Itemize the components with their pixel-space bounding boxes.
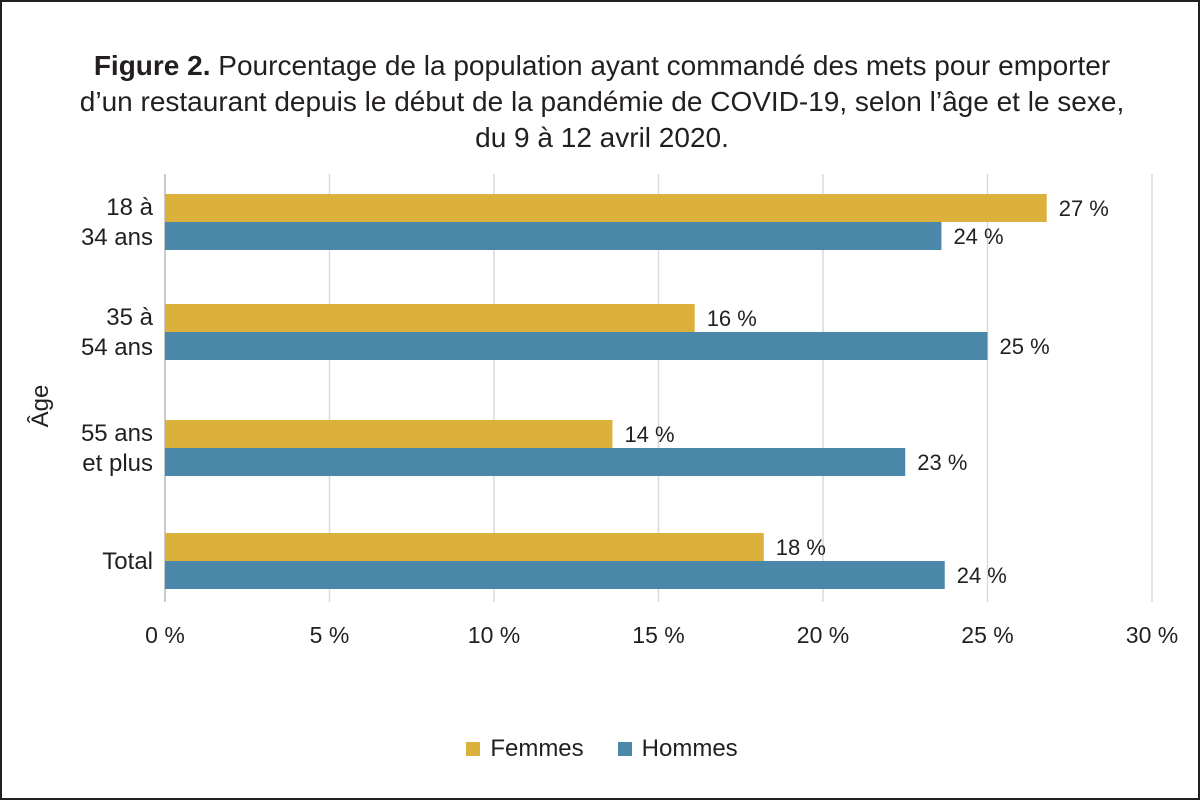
y-category-label: et plus <box>82 450 153 477</box>
bar-hommes <box>165 332 988 360</box>
x-tick-label: 20 % <box>797 622 849 648</box>
y-category-label: 35 à <box>106 304 153 331</box>
title-line-3: du 9 à 12 avril 2020. <box>475 122 729 153</box>
y-axis-title: Âge <box>27 385 54 428</box>
bar-hommes <box>165 222 942 250</box>
title-figure-number: Figure 2. <box>93 50 211 81</box>
legend-item-hommes: Hommes <box>617 735 738 763</box>
y-category-label: 55 ans <box>81 420 153 447</box>
title-line-1: Pourcentage de la population ayant comma… <box>218 50 1111 81</box>
bar-femmes <box>165 420 613 448</box>
data-label: 18 % <box>776 535 826 560</box>
x-tick-label: 0 % <box>145 622 185 648</box>
legend-swatch-hommes <box>617 742 632 756</box>
data-label: 16 % <box>707 306 757 331</box>
bar-hommes <box>165 561 945 589</box>
legend-label-femmes: Femmes <box>490 735 584 762</box>
y-category-label: Total <box>102 548 153 575</box>
data-label: 25 % <box>1000 334 1050 359</box>
data-label: 14 % <box>624 422 674 447</box>
bar-femmes <box>165 304 695 332</box>
y-category-label: 34 ans <box>81 224 153 251</box>
x-tick-label: 5 % <box>310 622 350 648</box>
bar-layer <box>165 194 1047 589</box>
label-layer: 0 % 5 % 10 % 15 % 20 % 25 % 30 % 18 à 34 ans 35 à… <box>81 194 1178 648</box>
data-label: 27 % <box>1059 196 1109 221</box>
x-tick-label: 25 % <box>961 622 1013 648</box>
bar-femmes <box>165 533 764 561</box>
y-category-label: 18 à <box>106 194 153 221</box>
legend-swatch-femmes <box>466 742 481 756</box>
chart-title: Figure 2. Pourcentage de la population a… <box>22 48 1182 156</box>
y-category-label: 54 ans <box>81 334 153 361</box>
x-tick-label: 15 % <box>632 622 684 648</box>
x-tick-label: 10 % <box>468 622 520 648</box>
title-line-2: d’un restaurant depuis le début de la pa… <box>79 86 1125 117</box>
data-label: 24 % <box>957 563 1007 588</box>
legend-item-femmes: Femmes <box>466 735 584 763</box>
legend: Femmes Hommes <box>2 735 1200 763</box>
bar-hommes <box>165 448 906 476</box>
data-label: 23 % <box>917 450 967 475</box>
legend-label-hommes: Hommes <box>641 735 738 762</box>
bar-femmes <box>165 194 1047 222</box>
x-tick-label: 30 % <box>1126 622 1178 648</box>
data-label: 24 % <box>953 224 1003 249</box>
